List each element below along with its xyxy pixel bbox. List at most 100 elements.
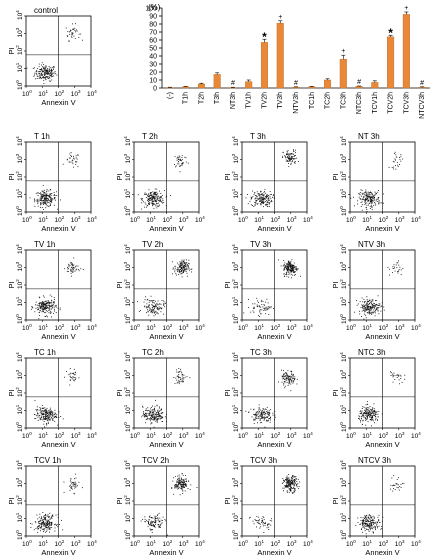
data-point bbox=[144, 516, 145, 517]
data-point bbox=[71, 156, 72, 157]
data-point bbox=[292, 488, 293, 489]
data-point bbox=[49, 206, 50, 207]
x-tick-exp: 3 bbox=[186, 323, 189, 328]
data-point bbox=[152, 411, 153, 412]
data-point bbox=[43, 308, 44, 309]
data-point bbox=[269, 418, 270, 419]
y-tick-label: 100 bbox=[231, 206, 240, 216]
data-point bbox=[162, 421, 163, 422]
data-point bbox=[288, 482, 289, 483]
data-point bbox=[170, 195, 171, 196]
x-tick-label: 103 bbox=[71, 323, 81, 332]
data-point bbox=[368, 301, 369, 302]
data-point bbox=[371, 301, 372, 302]
data-point bbox=[286, 154, 287, 155]
data-point bbox=[282, 382, 283, 383]
data-point bbox=[38, 420, 39, 421]
data-point bbox=[40, 307, 41, 308]
data-point bbox=[392, 374, 393, 375]
y-tick-label: 102 bbox=[231, 279, 240, 289]
data-point bbox=[47, 408, 48, 409]
data-point bbox=[176, 372, 177, 373]
data-point bbox=[260, 422, 261, 423]
y-tick-exp: 4 bbox=[123, 460, 128, 463]
data-point bbox=[48, 414, 49, 415]
data-point bbox=[155, 519, 156, 520]
data-point bbox=[256, 200, 257, 201]
data-point bbox=[190, 489, 191, 490]
panel-title: T 2h bbox=[142, 132, 158, 141]
data-point bbox=[248, 299, 249, 300]
data-point bbox=[41, 65, 42, 66]
bar-category-label: T1h bbox=[183, 92, 190, 104]
data-point bbox=[364, 311, 365, 312]
data-point bbox=[75, 374, 76, 375]
data-point bbox=[401, 269, 402, 270]
data-point bbox=[49, 75, 50, 76]
y-tick-exp: 0 bbox=[339, 314, 344, 317]
data-point bbox=[39, 66, 40, 67]
data-point bbox=[49, 523, 50, 524]
data-point bbox=[41, 69, 42, 70]
data-point bbox=[379, 305, 380, 306]
data-point bbox=[361, 189, 362, 190]
x-tick-label: 103 bbox=[287, 431, 297, 440]
data-point bbox=[183, 479, 184, 480]
data-point bbox=[39, 297, 40, 298]
y-tick-exp: 0 bbox=[123, 314, 128, 317]
data-point bbox=[179, 487, 180, 488]
data-point bbox=[48, 422, 49, 423]
data-point bbox=[264, 519, 265, 520]
data-point bbox=[183, 480, 184, 481]
x-tick-label: 102 bbox=[55, 539, 65, 548]
data-point bbox=[288, 166, 289, 167]
data-point bbox=[267, 412, 268, 413]
x-tick-label: 102 bbox=[379, 323, 389, 332]
data-point bbox=[357, 200, 358, 201]
data-point bbox=[295, 163, 296, 164]
data-point bbox=[295, 268, 296, 269]
data-point bbox=[188, 266, 189, 267]
data-point bbox=[77, 266, 78, 267]
data-point bbox=[289, 159, 290, 160]
data-point bbox=[180, 272, 181, 273]
data-point bbox=[261, 301, 262, 302]
data-point bbox=[71, 273, 72, 274]
data-point bbox=[366, 515, 367, 516]
data-point bbox=[293, 491, 294, 492]
data-point bbox=[179, 156, 180, 157]
bar bbox=[387, 37, 394, 88]
data-point bbox=[274, 411, 275, 412]
data-point bbox=[47, 200, 48, 201]
bar-annotation: # bbox=[357, 79, 361, 86]
y-tick-exp: 4 bbox=[123, 244, 128, 247]
data-point bbox=[145, 193, 146, 194]
bar bbox=[324, 80, 331, 88]
data-point bbox=[396, 157, 397, 158]
data-point bbox=[257, 306, 258, 307]
data-point bbox=[373, 532, 374, 533]
data-point bbox=[150, 423, 151, 424]
data-point bbox=[68, 374, 69, 375]
data-point bbox=[289, 161, 290, 162]
data-point bbox=[284, 480, 285, 481]
panel-title: TV 2h bbox=[142, 240, 163, 249]
data-point bbox=[159, 304, 160, 305]
y-tick-exp: 0 bbox=[339, 530, 344, 533]
data-point bbox=[143, 407, 144, 408]
data-point bbox=[38, 309, 39, 310]
data-point bbox=[284, 373, 285, 374]
data-point bbox=[74, 484, 75, 485]
data-point bbox=[73, 377, 74, 378]
data-point bbox=[191, 269, 192, 270]
data-point bbox=[253, 420, 254, 421]
data-point bbox=[69, 486, 70, 487]
data-point bbox=[284, 485, 285, 486]
x-tick-label: 101 bbox=[146, 431, 156, 440]
data-point bbox=[43, 516, 44, 517]
data-point bbox=[264, 194, 265, 195]
data-point bbox=[361, 413, 362, 414]
data-point bbox=[52, 199, 53, 200]
data-point bbox=[151, 197, 152, 198]
data-point bbox=[375, 300, 376, 301]
